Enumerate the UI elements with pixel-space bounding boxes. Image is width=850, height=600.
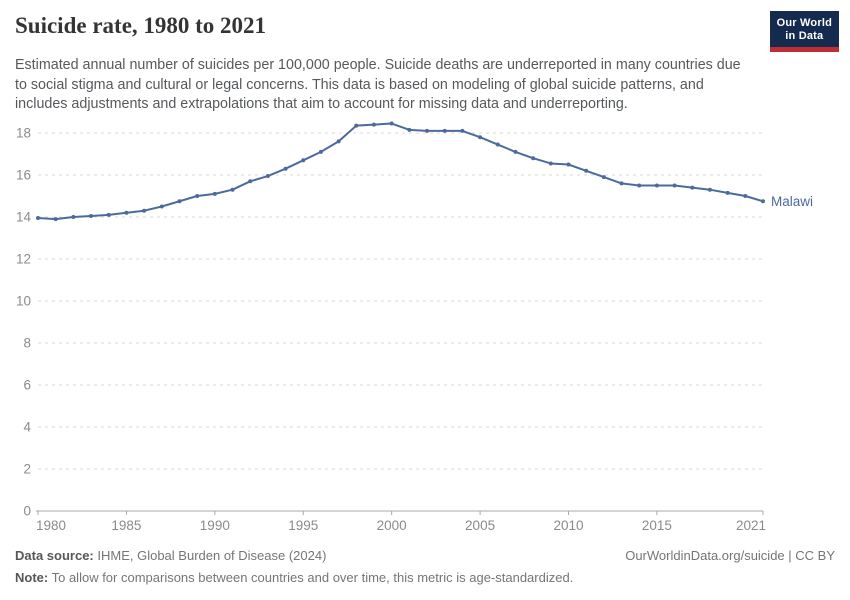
data-point[interactable] [71,215,76,219]
y-tick-label: 12 [16,252,31,267]
x-tick-label: 1995 [288,518,318,533]
y-tick-label: 16 [16,168,31,183]
data-point[interactable] [336,139,341,144]
y-tick-label: 10 [16,294,31,309]
data-point[interactable] [566,162,571,167]
note-text: To allow for comparisons between countri… [51,570,574,585]
data-point[interactable] [248,179,253,184]
y-tick-label: 14 [16,210,32,225]
data-point[interactable] [690,185,695,190]
data-point[interactable] [142,208,147,213]
entity-label-malawi[interactable]: Malawi [771,194,813,209]
data-point[interactable] [354,123,359,128]
data-point[interactable] [460,128,465,133]
data-point[interactable] [761,199,765,204]
data-point[interactable] [442,128,447,133]
owid-logo-line2: in Data [785,30,824,42]
data-point[interactable] [425,128,430,133]
data-point[interactable] [407,127,412,132]
data-source-label: Data source: [15,548,94,563]
data-point[interactable] [106,212,111,217]
data-source-text: IHME, Global Burden of Disease (2024) [97,548,327,563]
data-point[interactable] [371,122,376,127]
data-source: Data source: IHME, Global Burden of Dise… [15,547,326,564]
data-point[interactable] [584,168,589,173]
data-point[interactable] [531,156,536,161]
x-tick-label: 2021 [736,518,766,533]
data-point[interactable] [124,210,129,215]
chart-footer: Data source: IHME, Global Burden of Dise… [15,547,835,586]
data-point[interactable] [230,187,235,192]
x-tick-label: 2000 [377,518,407,533]
x-tick-label: 1980 [36,518,66,533]
x-tick-label: 1985 [111,518,141,533]
data-point[interactable] [53,217,58,222]
data-point[interactable] [36,216,40,221]
data-point[interactable] [159,204,164,209]
data-point[interactable] [707,187,712,192]
data-line-malawi[interactable] [37,122,764,221]
note-label: Note: [15,570,49,585]
data-point[interactable] [478,135,483,140]
page-title: Suicide rate, 1980 to 2021 [15,13,267,38]
data-point[interactable] [548,161,553,166]
y-tick-label: 2 [23,462,31,477]
data-point[interactable] [283,166,288,171]
data-point[interactable] [637,183,642,188]
footer-note: Note: To allow for comparisons between c… [15,569,835,586]
y-tick-label: 6 [23,378,31,393]
data-point[interactable] [495,142,500,147]
data-point[interactable] [265,174,270,179]
x-tick-label: 2005 [465,518,495,533]
data-point[interactable] [301,158,306,163]
x-tick-label: 2015 [642,518,672,533]
x-tick-label: 2010 [553,518,583,533]
data-point[interactable] [212,191,217,196]
chart-subtitle: Estimated annual number of suicides per … [15,57,741,112]
owid-logo[interactable]: Our World in Data [769,11,839,52]
x-tick-label: 1990 [200,518,230,533]
data-point[interactable] [725,190,730,195]
y-tick-label: 8 [23,336,31,351]
data-point[interactable] [318,149,323,154]
y-tick-label: 0 [23,504,31,519]
data-point[interactable] [389,121,394,126]
data-point[interactable] [601,175,606,180]
y-tick-label: 4 [23,420,31,435]
data-point[interactable] [672,183,677,188]
data-point[interactable] [654,183,659,188]
data-point[interactable] [177,199,182,204]
y-tick-label: 18 [16,126,31,141]
citation-link[interactable]: OurWorldinData.org/suicide | CC BY [625,548,835,563]
data-point[interactable] [513,149,518,154]
data-point[interactable] [89,213,94,218]
line-chart[interactable]: 0 2 4 6 8 10 12 14 16 18 1980 1985 1990 1995 2000 2005 2… [0,0,850,540]
data-point[interactable] [195,194,200,198]
data-point[interactable] [619,181,624,186]
owid-logo-line1: Our World [776,17,832,29]
data-point[interactable] [743,194,748,198]
